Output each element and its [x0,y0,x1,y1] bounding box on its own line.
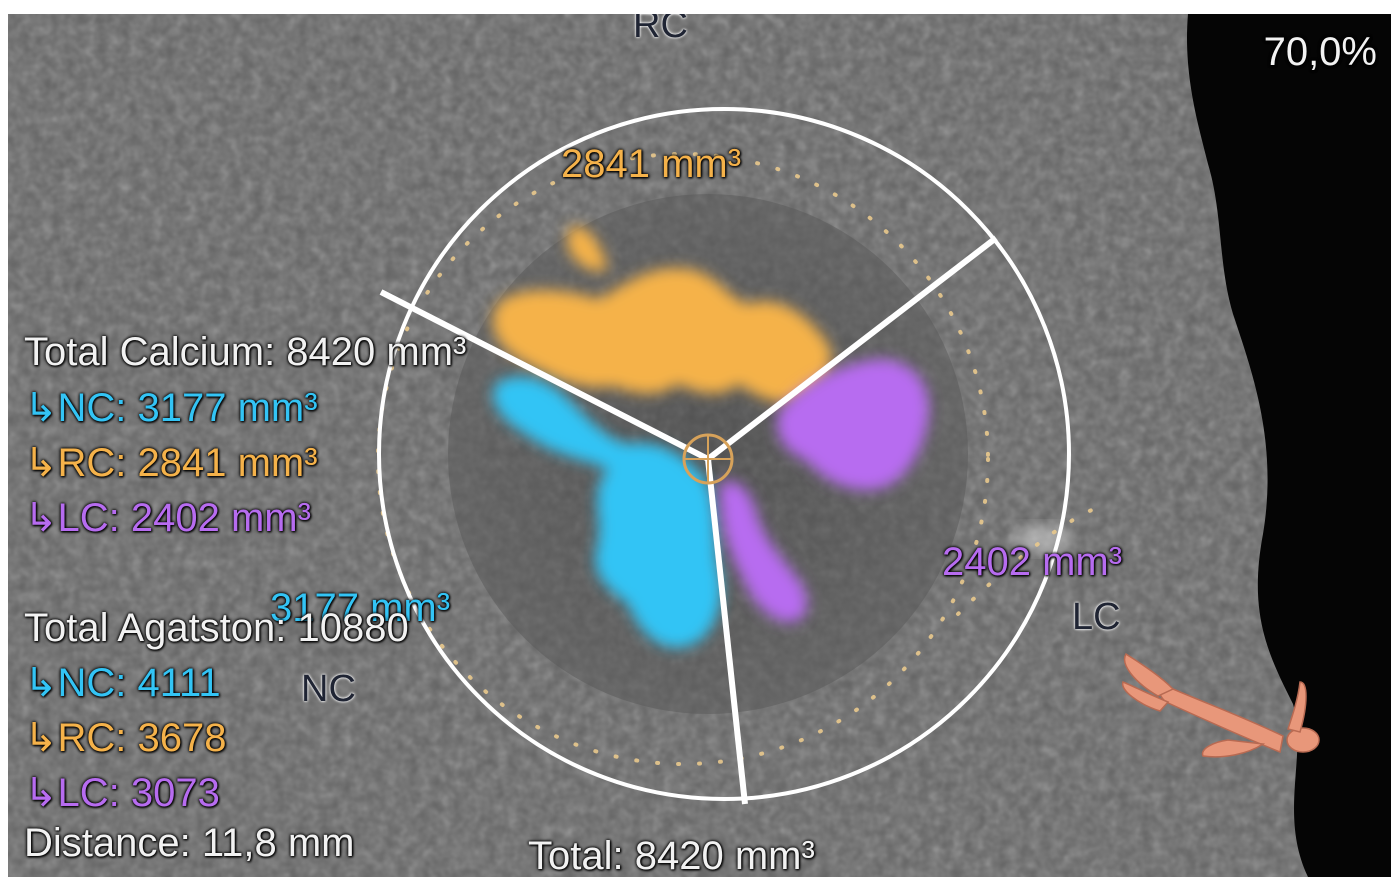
cusp-divider-rc-lc[interactable] [706,235,998,462]
lung-region [1187,14,1391,877]
distance-text: Distance: 11,8 mm [24,821,355,865]
calcium-nc-text: ↳NC: 3177 mm³ [24,386,318,430]
calcium-lc-text: ↳LC: 2402 mm³ [24,496,311,540]
calcium-rc-text: ↳RC: 2841 mm³ [24,441,318,485]
cusp-volume-rc: 2841 mm³ [561,142,742,186]
cusp-ring[interactable] [377,107,1071,801]
cusp-label-rc: RC [633,14,688,46]
total-agatston-text: Total Agatston: 10880 [24,606,409,650]
total-calcium-text: Total Calcium: 8420 mm³ [24,330,467,374]
cusp-label-nc: NC [301,668,356,710]
ct-image [8,14,1391,877]
calcium-lc-deposit [719,359,929,623]
agatston-nc-text: ↳NC: 4111 [24,661,221,705]
ct-viewport[interactable]: 70,0% RC NC LC 2841 mm³ 3177 mm³ 2402 mm… [8,14,1391,877]
annulus-contour [376,152,990,766]
cusp-divider-lc-nc[interactable] [705,458,748,805]
agatston-lc-text: ↳LC: 3073 [24,771,220,815]
cusp-divider-nc-rc[interactable] [379,289,710,462]
cusp-volume-lc: 2402 mm³ [942,540,1123,584]
calcium-nc-deposit [493,376,722,648]
center-crosshair-icon[interactable] [682,433,734,485]
patient-orientation-figure-icon[interactable] [1122,652,1320,758]
cusp-volume-nc: 3177 mm³ [270,586,451,630]
calcium-rc-deposit [492,226,832,403]
agatston-rc-text: ↳RC: 3678 [24,716,227,760]
total-volume-label: Total: 8420 mm³ [528,834,815,877]
zoom-readout: 70,0% [1263,30,1377,74]
cusp-label-lc: LC [1072,596,1121,638]
